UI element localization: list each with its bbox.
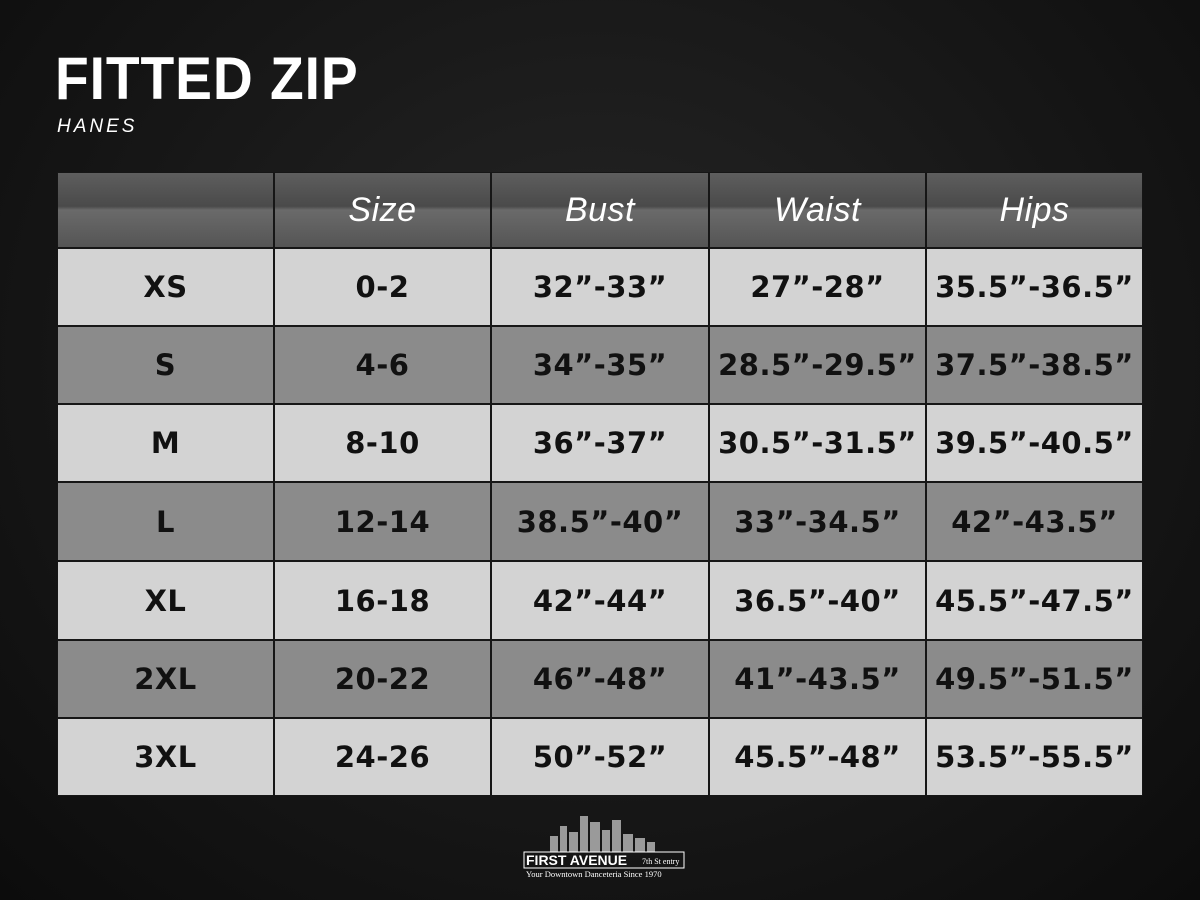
column-header: Bust <box>492 173 708 247</box>
row-header: 2XL <box>58 641 273 717</box>
logo-tagline: Your Downtown Danceteria Since 1970 <box>526 869 662 879</box>
table-cell: 37.5”-38.5” <box>927 327 1142 403</box>
column-header: Waist <box>710 173 925 247</box>
table-cell: 39.5”-40.5” <box>927 405 1142 481</box>
table-cell: 33”-34.5” <box>710 483 925 560</box>
header-cell <box>58 173 273 247</box>
logo-venue: 7th St entry <box>642 857 679 866</box>
logo: FIRST AVENUE 7th St entry Your Downtown … <box>523 816 685 879</box>
table-cell: 24-26 <box>275 719 490 795</box>
column-header: Hips <box>927 173 1142 247</box>
table-cell: 50”-52” <box>492 719 708 795</box>
title: FITTED ZIP <box>55 45 359 112</box>
table-cell: 35.5”-36.5” <box>927 249 1142 325</box>
table-cell: 46”-48” <box>492 641 708 717</box>
logo-frame <box>523 851 685 869</box>
table-cell: 12-14 <box>275 483 490 560</box>
table-cell: 42”-44” <box>492 562 708 639</box>
row-header: M <box>58 405 273 481</box>
row-header: XS <box>58 249 273 325</box>
table-cell: 45.5”-47.5” <box>927 562 1142 639</box>
column-header: Size <box>275 173 490 247</box>
table-cell: 30.5”-31.5” <box>710 405 925 481</box>
subtitle: HANES <box>57 116 138 137</box>
table-cell: 34”-35” <box>492 327 708 403</box>
table-cell: 41”-43.5” <box>710 641 925 717</box>
table-cell: 32”-33” <box>492 249 708 325</box>
table-cell: 28.5”-29.5” <box>710 327 925 403</box>
table-cell: 49.5”-51.5” <box>927 641 1142 717</box>
table-cell: 38.5”-40” <box>492 483 708 560</box>
table-cell: 16-18 <box>275 562 490 639</box>
table-cell: 4-6 <box>275 327 490 403</box>
logo-name: FIRST AVENUE <box>526 852 627 868</box>
table-cell: 0-2 <box>275 249 490 325</box>
skyline <box>550 816 655 852</box>
table-cell: 20-22 <box>275 641 490 717</box>
table-cell: 42”-43.5” <box>927 483 1142 560</box>
table-cell: 8-10 <box>275 405 490 481</box>
table-cell: 36”-37” <box>492 405 708 481</box>
table-cell: 36.5”-40” <box>710 562 925 639</box>
size-table: Size Bust Waist Hips XS 0-2 32”-33” 27”-28” 35.5… <box>57 172 1143 796</box>
table-cell: 45.5”-48” <box>710 719 925 795</box>
row-header: L <box>58 483 273 560</box>
table-cell: 27”-28” <box>710 249 925 325</box>
table-cell: 53.5”-55.5” <box>927 719 1142 795</box>
row-header: 3XL <box>58 719 273 795</box>
row-header: S <box>58 327 273 403</box>
row-header: XL <box>58 562 273 639</box>
